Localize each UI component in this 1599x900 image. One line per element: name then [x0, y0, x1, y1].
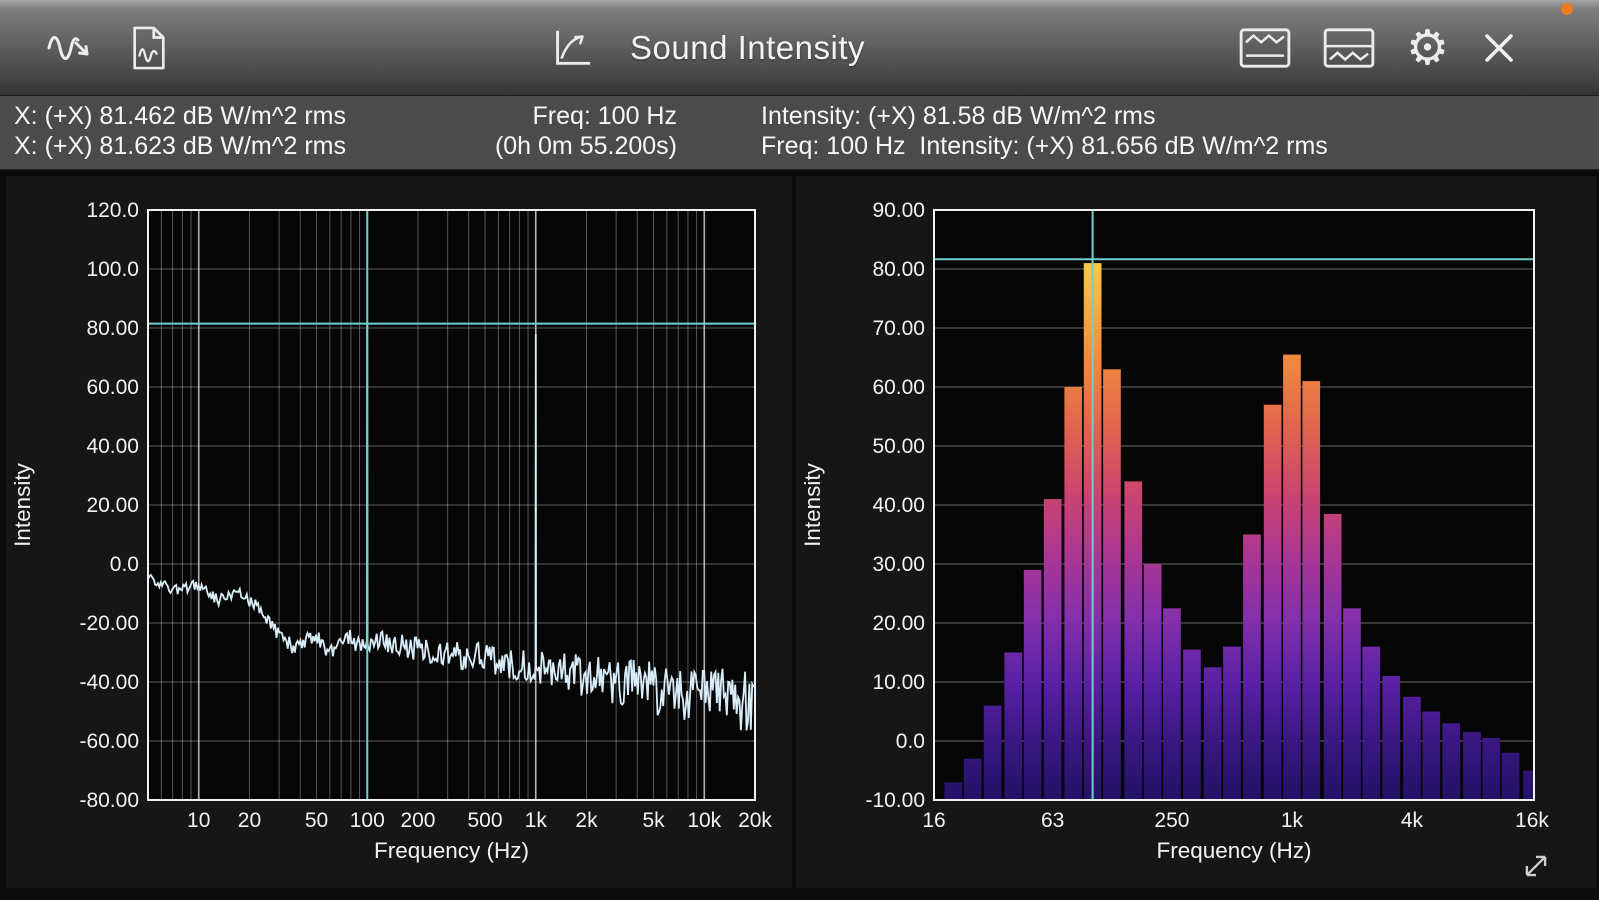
svg-text:20.00: 20.00 — [872, 612, 925, 635]
svg-text:-60.00: -60.00 — [79, 730, 139, 753]
record-indicator — [1561, 3, 1573, 15]
svg-text:4k: 4k — [1401, 809, 1424, 832]
spectrum-line — [147, 323, 755, 731]
svg-text:16k: 16k — [1515, 809, 1549, 832]
band-chart-panel[interactable]: 90.00 80.00 70.00 60.00 50.00 40.00 30.00 20.00… — [796, 176, 1596, 888]
svg-text:-10.00: -10.00 — [865, 789, 925, 812]
svg-text:90.00: 90.00 — [872, 199, 925, 222]
svg-text:80.00: 80.00 — [872, 258, 925, 281]
settings-button[interactable]: ⚙ — [1406, 24, 1449, 72]
close-button[interactable] — [1479, 28, 1519, 68]
readout-freq-1: Freq: 100 Hz — [532, 102, 677, 130]
spectrum-axis-labels: 120.0 100.0 80.00 60.00 40.00 20.00 0.0 -20.00 -… — [10, 199, 772, 863]
svg-text:70.00: 70.00 — [872, 317, 925, 340]
readout-x-value-2: X: (+X) 81.623 dB W/m^2 rms — [14, 132, 346, 160]
file-waveform-icon — [133, 26, 165, 69]
readout-bar: X: (+X) 81.462 dB W/m^2 rms Freq: 100 Hz… — [0, 96, 1599, 170]
signal-source-button[interactable] — [44, 22, 96, 74]
resize-arrows-icon — [1525, 855, 1547, 877]
layout-wave-top-button[interactable] — [1238, 27, 1292, 69]
svg-text:-80.00: -80.00 — [79, 789, 139, 812]
spectrum-chart-panel[interactable]: 120.0 100.0 80.00 60.00 40.00 20.00 0.0 -20.00 -… — [6, 176, 792, 888]
band-chart: 90.00 80.00 70.00 60.00 50.00 40.00 30.00 20.00… — [800, 199, 1549, 863]
axes-icon — [548, 25, 594, 71]
svg-text:20k: 20k — [738, 809, 772, 832]
svg-text:20.00: 20.00 — [86, 494, 139, 517]
readout-time: (0h 0m 55.200s) — [494, 132, 677, 160]
close-icon — [1485, 33, 1513, 62]
svg-text:50: 50 — [305, 809, 328, 832]
readout-x-value-1: X: (+X) 81.462 dB W/m^2 rms — [14, 102, 346, 130]
spectrum-frame — [147, 209, 756, 801]
layout-wave-bottom-button[interactable] — [1322, 27, 1376, 69]
titlebar-right-tools: ⚙ — [1238, 24, 1519, 72]
svg-text:Intensity: Intensity — [800, 462, 825, 547]
svg-text:80.00: 80.00 — [86, 317, 139, 340]
spectrum-chart: 120.0 100.0 80.00 60.00 40.00 20.00 0.0 -20.00 -… — [10, 199, 772, 863]
svg-text:5k: 5k — [642, 809, 665, 832]
svg-text:Frequency (Hz): Frequency (Hz) — [1156, 838, 1311, 863]
svg-text:63: 63 — [1041, 809, 1064, 832]
svg-text:10.00: 10.00 — [872, 671, 925, 694]
svg-text:40.00: 40.00 — [872, 494, 925, 517]
band-axis-labels: 90.00 80.00 70.00 60.00 50.00 40.00 30.00 20.00… — [800, 199, 1549, 863]
gear-icon: ⚙ — [1405, 19, 1449, 76]
charts-area: 120.0 100.0 80.00 60.00 40.00 20.00 0.0 -20.00-… — [0, 170, 1599, 900]
svg-text:250: 250 — [1154, 809, 1189, 832]
svg-text:1k: 1k — [1281, 809, 1304, 832]
titlebar-center: Sound Intensity — [548, 25, 865, 71]
titlebar: Sound Intensity ⚙ — [0, 0, 1599, 96]
svg-text:30.00: 30.00 — [872, 553, 925, 576]
svg-text:60.00: 60.00 — [86, 376, 139, 399]
readout-intensity-1: Intensity: (+X) 81.58 dB W/m^2 rms — [761, 102, 1156, 130]
spectrum-grid — [148, 210, 755, 800]
svg-text:40.00: 40.00 — [86, 435, 139, 458]
pane-wave-top-icon — [1239, 27, 1291, 68]
svg-text:Intensity: Intensity — [10, 462, 35, 547]
svg-text:0.0: 0.0 — [896, 730, 925, 753]
svg-text:10: 10 — [187, 809, 210, 832]
svg-text:Frequency (Hz): Frequency (Hz) — [374, 838, 529, 863]
svg-text:120.0: 120.0 — [86, 199, 139, 222]
svg-text:2k: 2k — [575, 809, 598, 832]
svg-text:100: 100 — [350, 809, 385, 832]
svg-text:50.00: 50.00 — [872, 435, 925, 458]
svg-text:-40.00: -40.00 — [79, 671, 139, 694]
svg-text:1k: 1k — [525, 809, 548, 832]
waveform-arrow-icon — [47, 35, 89, 60]
resize-handle[interactable] — [1516, 846, 1556, 891]
band-frame — [933, 209, 1535, 801]
svg-text:60.00: 60.00 — [872, 376, 925, 399]
titlebar-left-tools — [44, 22, 170, 74]
svg-text:0.0: 0.0 — [110, 553, 139, 576]
svg-text:16: 16 — [922, 809, 945, 832]
svg-text:200: 200 — [400, 809, 435, 832]
spectrum-plot-area[interactable] — [148, 210, 755, 800]
svg-text:20: 20 — [238, 809, 261, 832]
window-title: Sound Intensity — [630, 28, 865, 66]
pane-wave-bottom-icon — [1323, 27, 1375, 68]
band-bars — [944, 263, 1534, 800]
svg-text:-20.00: -20.00 — [79, 612, 139, 635]
svg-text:10k: 10k — [687, 809, 721, 832]
svg-text:100.0: 100.0 — [86, 258, 139, 281]
open-recording-button[interactable] — [128, 24, 170, 72]
readout-freq-intensity-2: Freq: 100 Hz Intensity: (+X) 81.656 dB W… — [761, 132, 1328, 160]
svg-text:500: 500 — [468, 809, 503, 832]
